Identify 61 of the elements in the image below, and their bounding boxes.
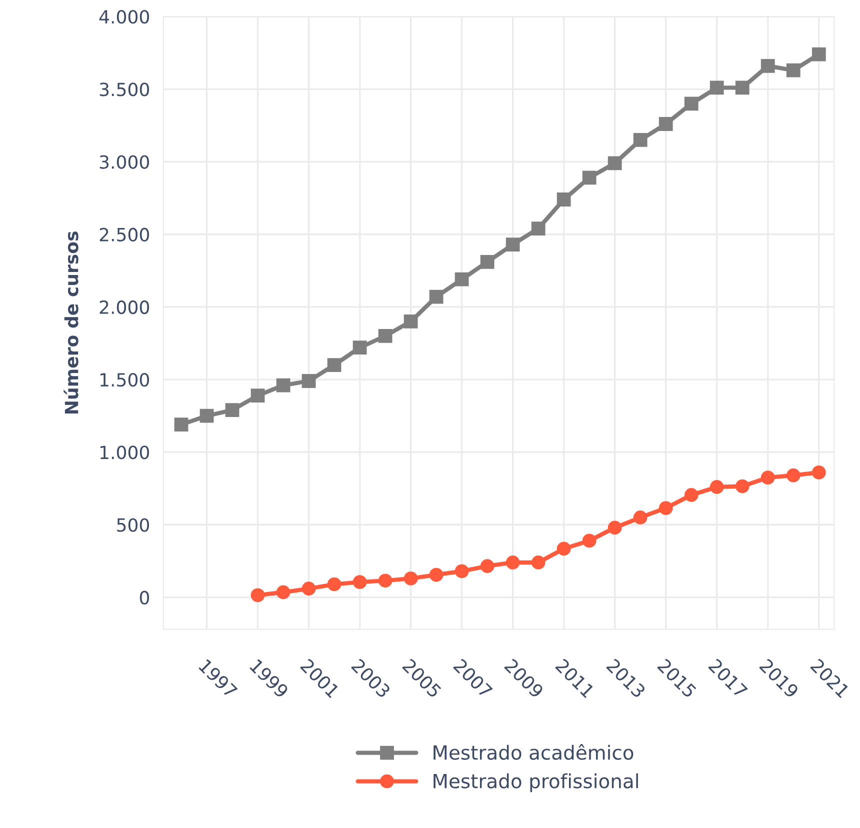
y-tick-label: 1.500 [100,373,150,387]
point [582,534,596,548]
point [480,559,494,574]
point [302,582,316,596]
point [658,117,673,131]
y-tick-label: 500 [117,518,150,532]
point [429,290,444,304]
point [378,329,392,343]
point [352,340,367,355]
point [786,468,800,482]
point [760,58,775,73]
point [531,222,546,236]
point [378,574,392,588]
point [276,378,290,392]
point [556,192,571,206]
point [531,556,546,570]
y-axis-title: Número de cursos [64,232,78,414]
point [174,418,188,432]
legend-label: Mestrado acadêmico [434,744,634,760]
point [506,238,520,252]
point [404,572,418,586]
point [506,556,520,570]
point [454,272,469,286]
point [710,80,724,95]
point [454,564,469,578]
y-tick-label: 0 [140,590,150,604]
point [735,479,750,494]
point [812,466,826,480]
point [250,588,265,602]
point [735,80,750,95]
point [225,403,240,417]
point [582,170,596,185]
point [200,408,214,423]
point [480,254,494,269]
point [633,510,648,524]
point [327,358,342,372]
legend-label: Mestrado profissional [434,773,638,792]
y-tick-label: 3.000 [100,155,150,169]
point [302,374,316,388]
point [608,520,622,535]
point [658,501,673,515]
point [684,96,698,111]
point [710,480,724,494]
point [684,488,698,502]
y-tick-label: 4.000 [99,10,150,24]
point [812,47,826,62]
y-tick-label: 3.500 [100,82,150,96]
y-tick-label: 2.500 [100,228,150,242]
point [250,388,265,402]
point [786,63,800,78]
y-tick-label: 1.000 [100,446,150,460]
point [556,542,571,556]
point [429,568,444,582]
point [404,314,418,328]
point [608,156,622,170]
point [276,585,290,600]
y-tick-label: 2.000 [100,300,150,314]
point [760,470,775,484]
point [633,133,648,147]
point [327,577,342,592]
point [352,575,367,590]
